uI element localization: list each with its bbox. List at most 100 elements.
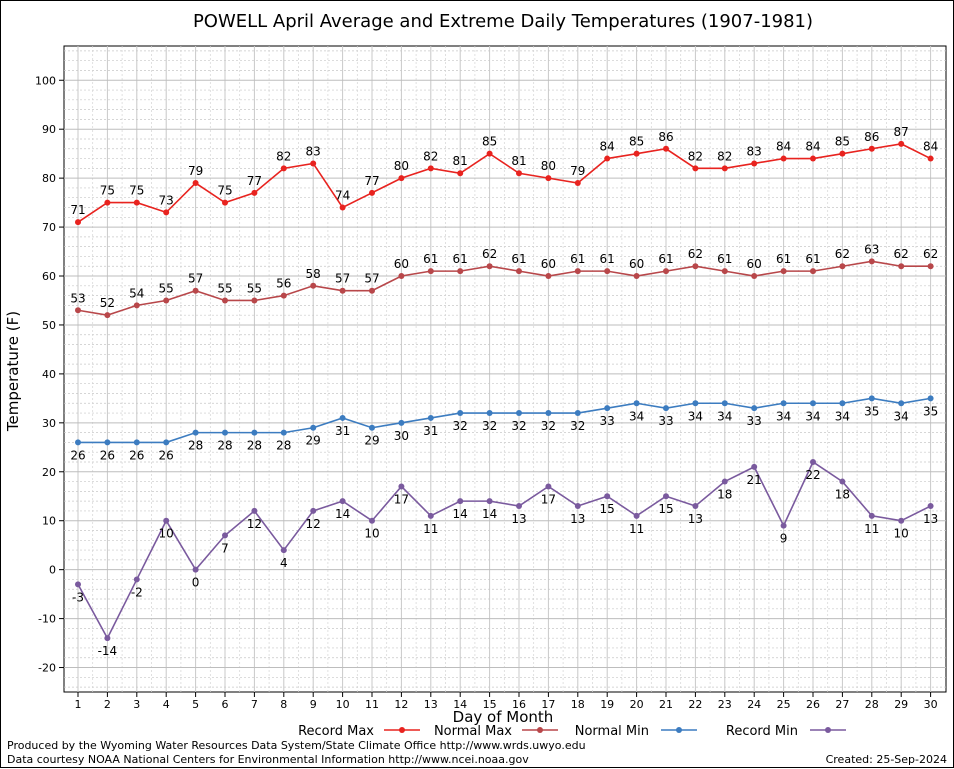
normal-max-point — [457, 268, 464, 275]
record-max-data-label: 85 — [835, 135, 850, 149]
record-min-point — [516, 503, 522, 510]
record-min-data-label: 18 — [717, 488, 732, 502]
footer-credit-line2: Data courtesy NOAA National Centers for … — [7, 753, 529, 766]
record-min-point — [898, 517, 905, 524]
record-min-point — [75, 581, 81, 588]
record-min-data-label: -14 — [98, 644, 118, 658]
record-max-data-label: 75 — [217, 184, 232, 198]
record-min-point — [280, 547, 287, 554]
record-min-point — [810, 458, 816, 465]
legend-marker-record-min — [825, 727, 831, 733]
normal-max-data-label: 63 — [864, 242, 879, 256]
normal-max-data-label: 54 — [129, 286, 144, 300]
normal-min-data-label: 34 — [629, 409, 644, 423]
y-tick-label: 10 — [42, 515, 56, 528]
record-max-data-label: 75 — [129, 184, 144, 198]
x-tick-label: 29 — [894, 698, 908, 711]
x-tick-label: 8 — [280, 698, 287, 711]
x-axis-label: Day of Month — [453, 708, 554, 726]
normal-min-data-label: 26 — [70, 448, 85, 462]
record-min-data-label: 13 — [923, 512, 938, 526]
record-max-data-label: 84 — [923, 140, 938, 154]
y-tick-label: -20 — [38, 662, 56, 675]
legend-marker-normal-max — [537, 727, 543, 733]
record-min-data-label: 21 — [747, 473, 762, 487]
record-min-data-label: 11 — [423, 522, 438, 536]
normal-min-data-label: 33 — [747, 414, 762, 428]
record-max-data-label: 80 — [394, 159, 409, 173]
record-min-data-label: 14 — [335, 507, 350, 521]
x-tick-label: 24 — [747, 698, 761, 711]
normal-max-data-label: 52 — [100, 296, 115, 310]
normal-min-data-label: 28 — [247, 439, 262, 453]
normal-min-data-label: 34 — [717, 409, 732, 423]
normal-min-data-label: 34 — [688, 409, 703, 423]
record-max-point — [839, 150, 846, 157]
record-min-data-label: 10 — [364, 527, 379, 541]
normal-max-data-label: 62 — [688, 247, 703, 261]
y-tick-label: -10 — [38, 613, 56, 626]
normal-max-data-label: 57 — [364, 272, 379, 286]
record-max-data-label: 86 — [864, 130, 879, 144]
record-min-point — [427, 512, 434, 519]
x-tick-label: 27 — [835, 698, 849, 711]
normal-min-data-label: 32 — [453, 419, 468, 433]
normal-min-point — [868, 395, 875, 402]
record-max-point — [927, 155, 934, 162]
normal-max-data-label: 61 — [570, 252, 585, 266]
x-tick-label: 5 — [192, 698, 199, 711]
record-max-point — [810, 155, 816, 162]
x-tick-label: 28 — [865, 698, 879, 711]
normal-min-data-label: 35 — [864, 404, 879, 418]
normal-max-data-label: 53 — [70, 291, 85, 305]
normal-max-point — [163, 297, 170, 304]
normal-min-point — [457, 410, 464, 417]
record-max-data-label: 82 — [423, 149, 438, 163]
record-min-data-label: 11 — [629, 522, 644, 536]
record-max-data-label: 84 — [776, 140, 791, 154]
record-min-data-label: 17 — [394, 492, 409, 506]
normal-min-data-label: 26 — [159, 448, 174, 462]
record-max-data-label: 79 — [570, 164, 585, 178]
record-max-point — [369, 189, 375, 196]
footer-credit-line1: Produced by the Wyoming Water Resources … — [7, 739, 586, 752]
record-max-data-label: 82 — [276, 149, 291, 163]
x-tick-label: 30 — [924, 698, 938, 711]
normal-max-point — [663, 268, 669, 275]
record-max-point — [280, 165, 287, 172]
record-min-data-label: 14 — [453, 507, 468, 521]
normal-max-data-label: 62 — [482, 247, 497, 261]
record-min-point — [927, 503, 934, 510]
normal-max-line — [77, 260, 931, 316]
x-tick-label: 3 — [133, 698, 140, 711]
normal-min-point — [133, 439, 140, 446]
normal-max-point — [192, 287, 199, 294]
y-tick-label: 20 — [42, 466, 56, 479]
record-min-point — [133, 576, 140, 583]
normal-min-data-label: 33 — [658, 414, 673, 428]
normal-min-point — [369, 424, 375, 431]
normal-max-point — [516, 268, 522, 275]
record-max-point — [692, 165, 699, 172]
normal-max-point — [839, 263, 846, 270]
record-max-point — [486, 150, 493, 157]
normal-max-data-label: 60 — [394, 257, 409, 271]
legend-label-normal-max: Normal Max — [434, 724, 512, 739]
record-min-data-label: 11 — [864, 522, 879, 536]
normal-max-point — [780, 268, 787, 275]
y-tick-label: 60 — [42, 270, 56, 283]
x-tick-label: 11 — [365, 698, 379, 711]
record-min-point — [310, 507, 317, 514]
normal-min-data-label: 31 — [335, 424, 350, 438]
normal-min-data-label: 28 — [217, 439, 232, 453]
normal-max-data-label: 61 — [805, 252, 820, 266]
normal-min-point — [251, 429, 258, 436]
normal-min-point — [545, 410, 552, 417]
record-max-point — [721, 165, 728, 172]
x-tick-label: 4 — [163, 698, 170, 711]
record-max-data-label: 84 — [600, 140, 615, 154]
record-min-data-label: -3 — [72, 590, 84, 604]
legend-label-record-min: Record Min — [726, 724, 798, 739]
y-axis-label: Temperature (F) — [4, 311, 22, 432]
